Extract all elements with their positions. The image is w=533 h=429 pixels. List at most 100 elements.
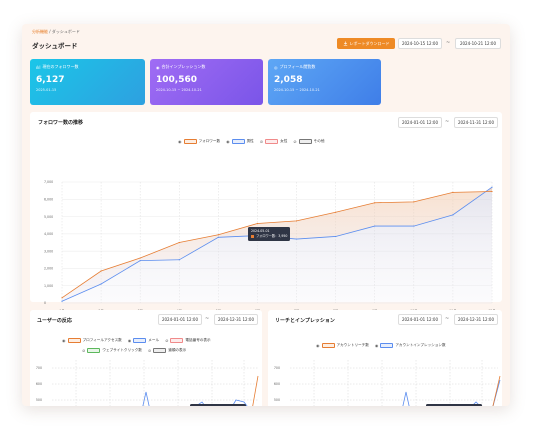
report-download-button[interactable]: レポートダウンロード <box>337 38 395 49</box>
eye-off-icon: ⊘ <box>82 348 86 353</box>
followers-date-from[interactable]: 2024-01-01 12:00 <box>398 117 442 128</box>
eye-icon: ◉ <box>316 343 320 348</box>
data-point-followers <box>178 241 180 244</box>
legend-item-female[interactable]: ⊘ 女性 <box>259 139 288 144</box>
data-point-followers <box>217 234 219 236</box>
y-tick: 700 <box>273 366 280 370</box>
breadcrumb: 分析機能 / ダッシュボード <box>32 29 80 34</box>
follower-count-card: ılıl 現在のフォロワー数 6,127 2025-01-15 <box>30 59 145 105</box>
legend-item-website[interactable]: ⊘ ウェブサイトクリック数 <box>82 348 142 353</box>
y-tick: 0 <box>44 301 46 305</box>
data-point-male <box>452 214 454 216</box>
card-date: 2025-01-15 <box>36 88 57 92</box>
card-date: 2024-10-15 ~ 2024-10-21 <box>274 88 320 92</box>
data-point-male <box>491 186 493 188</box>
legend-item-phone[interactable]: ⊘ 電話番号の表示 <box>165 338 211 343</box>
breadcrumb-home[interactable]: 分析機能 <box>32 29 48 34</box>
eye-icon: ◉ <box>127 338 132 343</box>
followers-legend: ◉ フォロワー数 ◉ 男性 ⊘ 女性 ⊘ その他 <box>178 139 330 144</box>
reach-chart <box>290 360 501 406</box>
y-tick: 500 <box>35 398 42 402</box>
followers-panel-title: フォロワー数の推移 <box>38 120 84 126</box>
user-reaction-date-to[interactable]: 2024-12-31 12:00 <box>214 314 258 325</box>
series-line-profile <box>252 375 259 406</box>
series-line-mail <box>142 391 248 406</box>
data-point-male <box>100 283 102 285</box>
reach-title: リーチとインプレッション <box>275 318 335 324</box>
y-tick: 6,000 <box>44 197 53 201</box>
data-point-followers <box>100 270 102 272</box>
followers-panel: フォロワー数の推移 2024-01-01 12:00 ~ 2024-11-31 … <box>30 112 502 313</box>
user-reaction-title: ユーザーの反応 <box>37 318 72 324</box>
reach-panel: リーチとインプレッション 2024-01-01 12:00 ~ 2024-12-… <box>268 310 502 406</box>
y-tick: 3,000 <box>44 249 53 253</box>
followers-date-to[interactable]: 2024-11-31 12:00 <box>454 117 498 128</box>
user-icon: ◎ <box>274 64 278 70</box>
y-tick: 7,000 <box>44 180 53 184</box>
reach-date-from[interactable]: 2024-01-01 12:00 <box>398 314 442 325</box>
area-followers <box>62 187 492 302</box>
reach-legend: ◉ アカウントリーチ数 ◉ アカウントインプレッション数 <box>316 343 452 348</box>
legend-item-mail[interactable]: ◉ メール <box>127 338 160 343</box>
data-point-male <box>413 225 415 227</box>
followers-date-tilde: ~ <box>445 119 450 125</box>
data-point-followers <box>295 220 298 222</box>
data-point-male <box>295 238 298 240</box>
data-point-followers <box>139 257 141 259</box>
chart-icon: ılıl <box>36 64 41 70</box>
series-line-followers <box>61 191 493 299</box>
reach-date-tilde: ~ <box>445 316 450 322</box>
page-title: ダッシュボード <box>32 42 78 50</box>
legend-item-male[interactable]: ◉ 男性 <box>226 139 254 144</box>
breadcrumb-current: ダッシュボード <box>51 29 80 34</box>
dashboard-window: 分析機能 / ダッシュボード ダッシュボード レポートダウンロード 2024-1… <box>22 24 510 406</box>
eye-off-icon: ⊘ <box>165 338 169 343</box>
data-point-followers <box>452 191 454 193</box>
y-tick: 1,000 <box>44 284 53 288</box>
data-point-male <box>374 225 376 227</box>
download-icon <box>343 41 347 46</box>
data-point-male <box>217 236 219 238</box>
legend-item-directions[interactable]: ⊘ 道順の表示 <box>147 348 187 353</box>
data-point-followers <box>374 202 376 204</box>
user-reaction-chart <box>52 360 259 406</box>
eye-icon: ◉ <box>178 139 182 144</box>
header-date-to[interactable]: 2024-10-21 12:00 <box>455 38 501 49</box>
card-value: 100,560 <box>156 75 197 85</box>
header-date-tilde: ~ <box>446 40 451 46</box>
card-date: 2024-10-15 ~ 2024-10-21 <box>156 88 202 92</box>
user-reaction-date-tilde: ~ <box>205 316 210 322</box>
user-reaction-legend-row1: ◉ プロフィールアクセス数 ◉ メール ⊘ 電話番号の表示 <box>62 338 217 343</box>
legend-item-followers[interactable]: ◉ フォロワー数 <box>178 139 221 144</box>
data-point-male <box>335 235 337 238</box>
data-point-male <box>178 259 180 261</box>
chart-tooltip <box>426 404 482 406</box>
legend-item-profile-access[interactable]: ◉ プロフィールアクセス数 <box>62 338 122 343</box>
eye-icon: ◉ <box>156 64 160 70</box>
tooltip-date: 2024-05-01 <box>251 229 270 233</box>
y-tick: 4,000 <box>44 232 53 236</box>
data-point-followers <box>256 222 259 225</box>
data-point-male <box>139 260 141 262</box>
eye-icon: ◉ <box>374 343 379 348</box>
legend-item-account-reach[interactable]: ◉ アカウントリーチ数 <box>316 343 369 348</box>
header-date-from[interactable]: 2024-10-15 12:00 <box>398 38 442 49</box>
report-download-label: レポートダウンロード <box>349 40 390 46</box>
y-tick: 5,000 <box>44 215 53 219</box>
y-tick: 600 <box>273 382 280 386</box>
eye-off-icon: ⊘ <box>259 139 264 144</box>
profile-views-card: ◎ プロフィール閲覧数 2,058 2024-10-15 ~ 2024-10-21 <box>268 59 381 105</box>
eye-off-icon: ⊘ <box>147 348 152 353</box>
user-reaction-legend-row2: ⊘ ウェブサイトクリック数 ⊘ 道順の表示 <box>82 348 192 353</box>
data-point-followers <box>413 201 415 203</box>
card-value: 6,127 <box>36 75 65 85</box>
user-reaction-date-from[interactable]: 2024-01-01 12:00 <box>158 314 202 325</box>
tooltip-value: フォロワー数：3,950 <box>256 234 288 238</box>
area-male <box>62 187 492 303</box>
chart-tooltip: 2024-05-01 フォロワー数：3,950 <box>248 227 291 241</box>
reach-date-to[interactable]: 2024-12-31 12:00 <box>454 314 498 325</box>
legend-item-other[interactable]: ⊘ その他 <box>293 139 325 144</box>
series-line-reach <box>492 375 501 406</box>
legend-item-account-impressions[interactable]: ◉ アカウントインプレッション数 <box>374 343 446 348</box>
y-tick: 700 <box>35 366 42 370</box>
